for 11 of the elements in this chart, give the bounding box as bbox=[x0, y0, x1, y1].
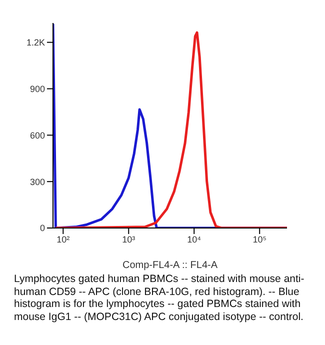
y-tick-label: 900 bbox=[30, 84, 45, 94]
text: Lymphocytes gated human PBMCs -- stained with mouse anti-human CD59 -- APC (clone BRA-10G, red histogram). -- Blue histogram is for the lymphocytes -- gated PBMCs stained with mouse IgG1 -- (MOPC31C) APC conjugated isotype -- control. bbox=[14, 273, 306, 324]
y-tick-label: 600 bbox=[30, 130, 45, 140]
x-tick-label: 10⁵ bbox=[252, 234, 267, 244]
y-tick-label: 1.2K bbox=[26, 38, 45, 48]
y-tick-label: 0 bbox=[40, 223, 45, 234]
y-tick-label: 300 bbox=[30, 176, 45, 187]
x-axis-title: Comp-FL4-A :: FL4-A bbox=[122, 260, 218, 271]
x-tick-label: 10⁴ bbox=[187, 234, 202, 244]
x-tick-label: 10² bbox=[56, 234, 70, 244]
x-tick-label: 10³ bbox=[122, 234, 136, 244]
